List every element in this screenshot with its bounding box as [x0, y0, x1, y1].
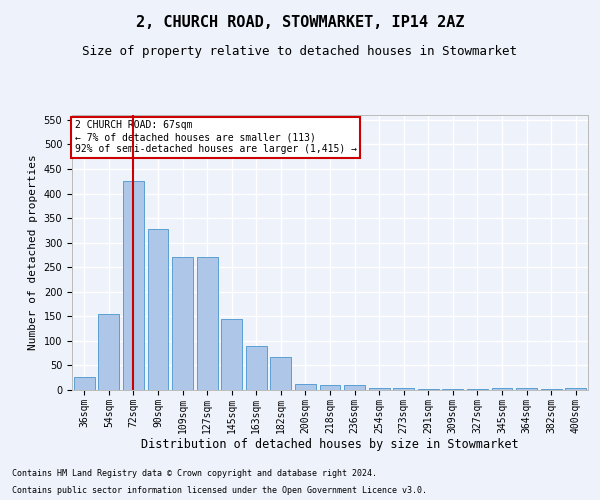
Bar [565, 388, 586, 390]
Text: 2 CHURCH ROAD: 67sqm
← 7% of detached houses are smaller (113)
92% of semi-detac: 2 CHURCH ROAD: 67sqm ← 7% of detached ho… [74, 120, 356, 154]
Text: Contains public sector information licensed under the Open Government Licence v3: Contains public sector information licen… [12, 486, 427, 495]
Text: Contains HM Land Registry data © Crown copyright and database right 2024.: Contains HM Land Registry data © Crown c… [12, 468, 377, 477]
X-axis label: Distribution of detached houses by size in Stowmarket: Distribution of detached houses by size … [141, 438, 519, 452]
Bar [368, 388, 389, 390]
Bar [98, 314, 119, 390]
Bar [197, 258, 218, 390]
Y-axis label: Number of detached properties: Number of detached properties [28, 154, 38, 350]
Bar [74, 376, 95, 390]
Bar [393, 388, 414, 390]
Bar [172, 258, 193, 390]
Bar [467, 389, 488, 390]
Bar [221, 319, 242, 390]
Bar [271, 356, 292, 390]
Text: Size of property relative to detached houses in Stowmarket: Size of property relative to detached ho… [83, 45, 517, 58]
Bar [516, 388, 537, 390]
Bar [344, 385, 365, 390]
Bar [246, 346, 267, 390]
Bar [148, 230, 169, 390]
Bar [541, 389, 562, 390]
Text: 2, CHURCH ROAD, STOWMARKET, IP14 2AZ: 2, CHURCH ROAD, STOWMARKET, IP14 2AZ [136, 15, 464, 30]
Bar [442, 389, 463, 390]
Bar [491, 388, 512, 390]
Bar [418, 389, 439, 390]
Bar [123, 182, 144, 390]
Bar [295, 384, 316, 390]
Bar [320, 385, 340, 390]
